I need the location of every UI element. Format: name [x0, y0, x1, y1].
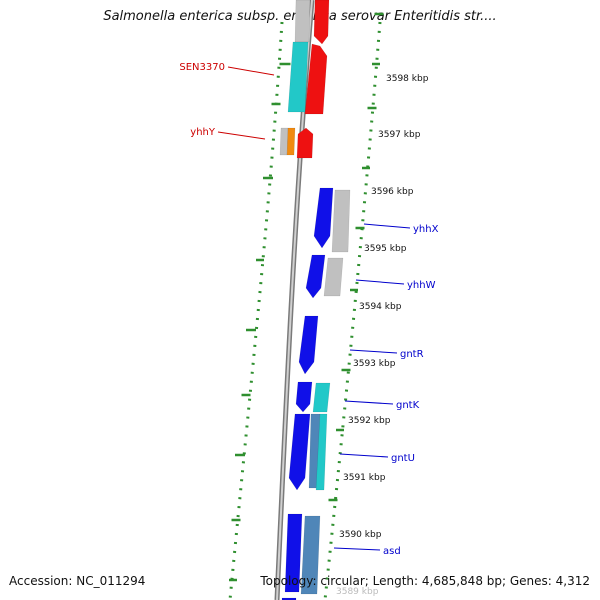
gene-feature — [287, 41, 309, 113]
gc-skew-track-left — [228, 21, 284, 600]
gene-label-yhhw: yhhW — [407, 280, 436, 291]
gene-feature — [312, 382, 331, 413]
gene-label-gntr: gntR — [400, 349, 424, 360]
gene-label-yhhy: yhhY — [190, 127, 216, 138]
gene-label-leader — [344, 400, 394, 405]
gene-feature — [305, 254, 326, 299]
scale-tick-label: 3596 kbp — [371, 187, 414, 197]
gene-label-leader — [227, 66, 275, 76]
gene-label-leader — [363, 223, 411, 229]
gene-labels: SEN3370 yhhY yhhX yhhW gntR gntK gntU asd — [179, 62, 438, 557]
gene-label-gntu: gntU — [391, 453, 415, 464]
gene-feature — [295, 381, 313, 413]
gene-feature — [279, 127, 289, 156]
gc-skew-track-right — [323, 21, 382, 600]
scale-tick-label: 3594 kbp — [359, 302, 402, 312]
gene-label-leader — [333, 547, 381, 551]
gene-label-leader — [339, 453, 389, 458]
gc-skew-marks — [229, 12, 384, 582]
gene-feature — [298, 315, 319, 375]
gene-label-leader — [217, 131, 266, 140]
gene-feature — [315, 413, 328, 491]
scale-tick-label: 3595 kbp — [364, 244, 407, 254]
scale-tick-label: 3590 kbp — [339, 530, 382, 540]
scale-ticks: 3598 kbp 3597 kbp 3596 kbp 3595 kbp 3594 kbp… — [336, 74, 429, 597]
scale-tick-label: 3593 kbp — [353, 359, 396, 369]
gene-feature — [294, 0, 311, 43]
gene-feature — [296, 127, 314, 159]
gene-feature — [300, 515, 321, 595]
gene-label-sen3370: SEN3370 — [179, 62, 225, 73]
gene-feature — [331, 189, 351, 253]
accession-label: Accession: NC_011294 — [9, 574, 146, 588]
gene-label-asd: asd — [383, 546, 401, 557]
gene-label-yhhx: yhhX — [413, 224, 439, 235]
topology-summary: Topology: circular; Length: 4,685,848 bp… — [260, 574, 590, 588]
gene-feature — [284, 513, 303, 593]
scale-tick-label: 3589 kbp — [336, 587, 379, 597]
scale-tick-label: 3597 kbp — [378, 130, 421, 140]
gene-label-gntk: gntK — [396, 400, 420, 411]
gene-label-leader — [349, 349, 398, 354]
gene-feature — [313, 0, 330, 45]
gene-feature — [288, 413, 311, 491]
scale-tick-label: 3598 kbp — [386, 74, 429, 84]
gene-features — [279, 0, 351, 600]
gene-feature — [313, 187, 334, 249]
gene-label-leader — [355, 279, 405, 285]
gene-feature — [304, 43, 328, 115]
scale-tick-label: 3591 kbp — [343, 473, 386, 483]
gene-feature — [323, 257, 344, 297]
gene-feature — [286, 127, 296, 156]
scale-tick-label: 3592 kbp — [348, 416, 391, 426]
